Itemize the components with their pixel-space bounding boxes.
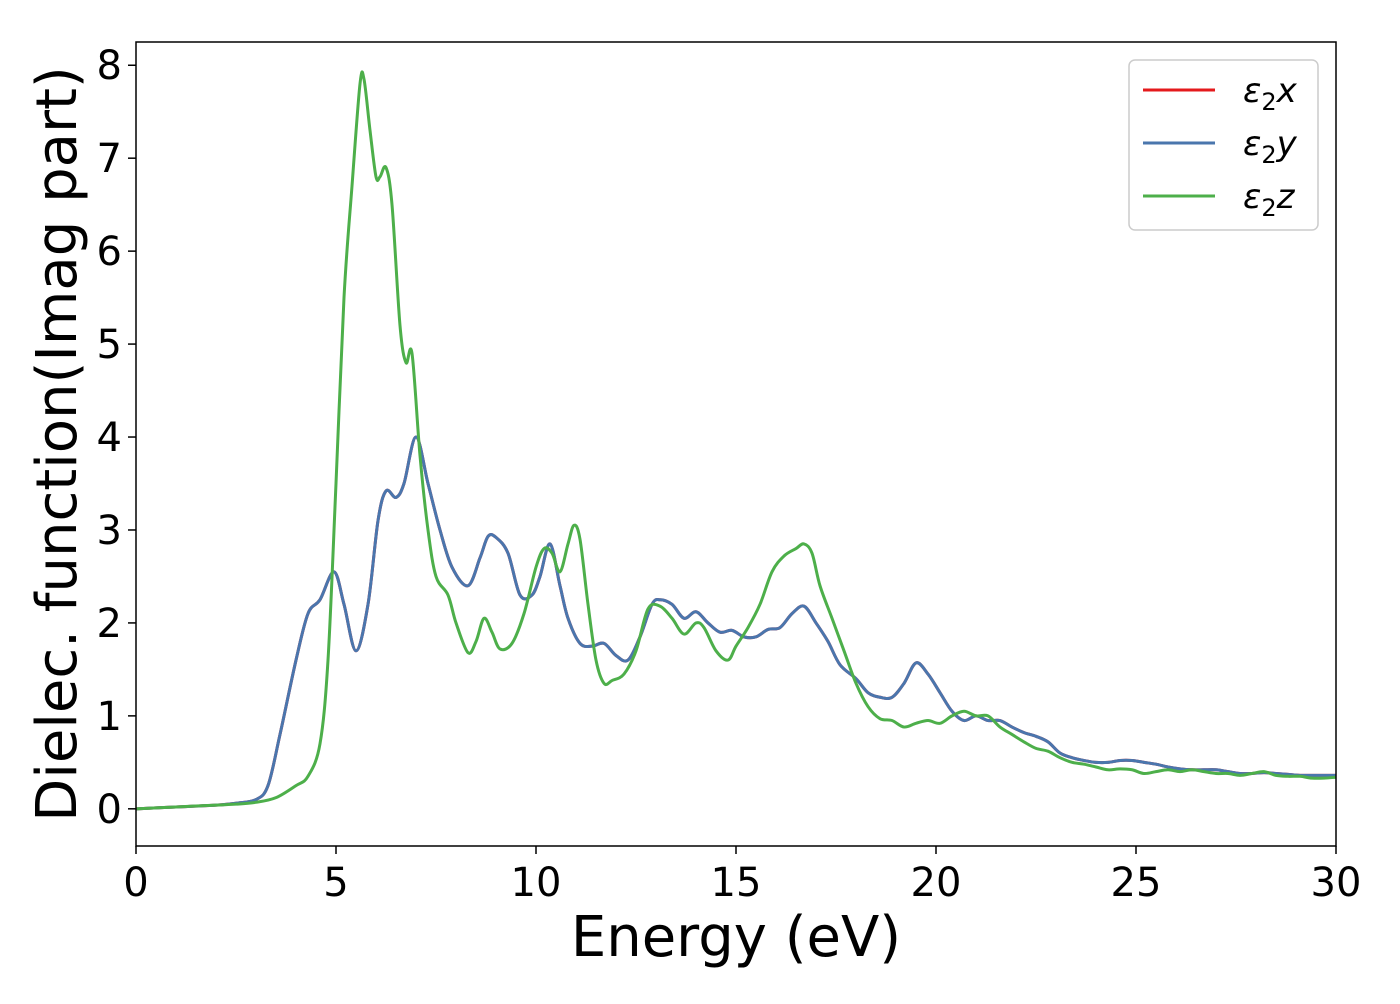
legend-box: [1128, 59, 1319, 231]
y-tick-label: 6: [97, 229, 122, 275]
x-axis-label: Energy (eV): [571, 905, 901, 970]
y-tick-label: 0: [97, 787, 122, 833]
x-tick-label: 5: [323, 860, 348, 906]
x-tick-label: 0: [123, 860, 148, 906]
x-tick-label: 20: [911, 860, 962, 906]
y-axis: 0 1 2 3 4 5 6 7 8: [97, 43, 136, 833]
x-axis: 0 5 10 15 20 25 30: [123, 846, 1361, 906]
y-axis-label: Dielec. function(Imag part): [25, 66, 90, 822]
legend-label-z: ε2z: [1243, 177, 1296, 222]
x-tick-label: 10: [511, 860, 562, 906]
y-tick-label: 2: [97, 601, 122, 647]
y-tick-label: 7: [97, 136, 122, 182]
y-tick-label: 4: [97, 415, 122, 461]
legend-label-y: ε2y: [1243, 124, 1298, 169]
y-tick-label: 3: [97, 508, 122, 554]
series-line-y: [136, 435, 1336, 811]
y-tick-label: 5: [97, 322, 122, 368]
x-tick-label: 15: [711, 860, 762, 906]
y-tick-label: 1: [97, 694, 122, 740]
x-tick-label: 30: [1311, 860, 1362, 906]
series-line-z: [136, 70, 1336, 811]
x-tick-label: 25: [1111, 860, 1162, 906]
series-layer: [136, 70, 1336, 811]
legend: ε2x ε2y ε2z: [1128, 59, 1319, 231]
legend-label-x: ε2x: [1243, 71, 1298, 116]
y-tick-label: 8: [97, 43, 122, 89]
